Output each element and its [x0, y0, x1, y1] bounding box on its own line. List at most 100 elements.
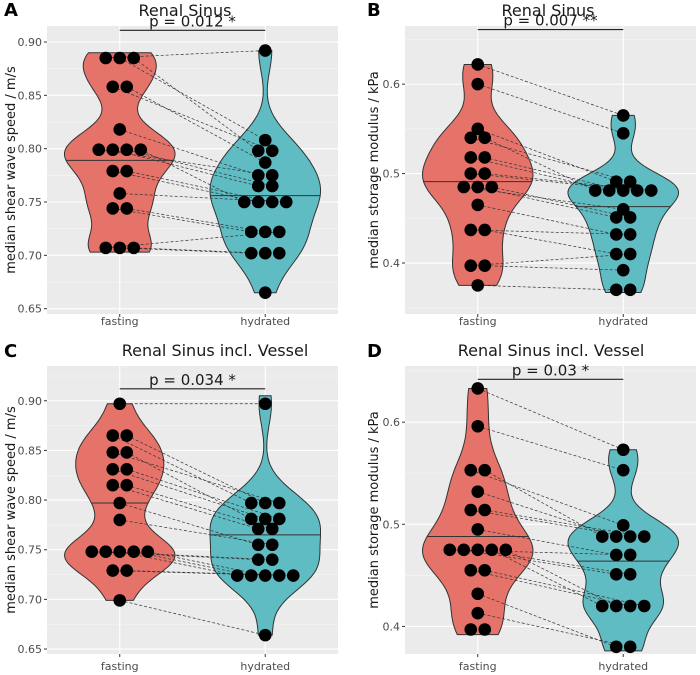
x-tick-label: fasting: [101, 660, 139, 673]
fasting-point: [478, 259, 492, 273]
hydrated-point: [244, 569, 258, 582]
significance-label: p = 0.007 **: [503, 12, 598, 30]
fasting-point: [471, 485, 485, 498]
fasting-point: [99, 545, 113, 559]
hydrated-point: [623, 599, 637, 613]
hydrated-point: [609, 530, 623, 543]
hydrated-point: [616, 519, 630, 532]
hydrated-point: [258, 512, 272, 526]
hydrated-point: [272, 569, 286, 582]
fasting-point: [106, 446, 120, 459]
pair-line: [112, 570, 280, 576]
fasting-point: [464, 623, 478, 636]
hydrated-point: [272, 225, 286, 239]
pair-line: [505, 549, 617, 607]
pair-line: [470, 509, 631, 537]
hydrated-point: [251, 169, 265, 182]
pair-line: [119, 502, 259, 546]
x-tick-label: fasting: [101, 315, 139, 328]
hydrated-point: [230, 569, 244, 582]
fasting-point: [464, 503, 478, 517]
pair-line: [477, 612, 631, 648]
fasting-point: [471, 198, 485, 212]
hydrated-point: [272, 246, 286, 260]
hydrated-point: [609, 228, 623, 241]
pair-lines: [463, 64, 652, 291]
y-tick-label: 0.75: [18, 196, 43, 209]
hydrated-point: [258, 286, 272, 299]
fasting-point: [499, 543, 513, 557]
fasting-point: [106, 564, 120, 577]
fasting-point: [478, 563, 492, 577]
hydrated-point: [609, 175, 623, 188]
fasting-point: [106, 462, 120, 476]
y-tick-label: 0.4: [383, 257, 401, 270]
hydrated-point: [609, 640, 623, 654]
hydrated-point: [265, 538, 279, 552]
hydrated-violin: [567, 449, 680, 652]
fasting-point: [471, 279, 485, 292]
pair-line: [470, 137, 631, 182]
fasting-point: [478, 463, 492, 477]
hydrated-point: [251, 553, 265, 566]
hydrated-point: [623, 211, 637, 224]
pair-line: [119, 129, 259, 176]
hydrated-point: [279, 195, 293, 209]
fasting-point: [120, 446, 134, 459]
fasting-point: [478, 151, 492, 164]
hydrated-point: [258, 225, 272, 239]
fasting-point: [106, 164, 120, 178]
y-tick-label: 0.70: [18, 593, 43, 606]
chart-title: Renal Sinus: [139, 1, 232, 20]
fasting-point: [113, 513, 127, 527]
chart-panel-d: D Renal Sinus incl. Vessel 0.4 0.5 0.6 fastin…: [367, 341, 696, 673]
pair-line: [470, 469, 624, 526]
y-axis-title: median shear wave speed / m/s: [4, 406, 19, 614]
chart-panel-c: C Renal Sinus incl. Vessel 0.65 0.70 0.75 0.8…: [4, 341, 338, 673]
pair-line: [470, 173, 638, 191]
fasting-point: [478, 167, 492, 180]
pair-line: [484, 137, 596, 191]
hydrated-violin: [209, 50, 321, 294]
fasting-point: [120, 478, 134, 492]
hydrated-point: [616, 184, 630, 197]
hydrated-point: [244, 496, 258, 510]
hydrated-point: [616, 443, 630, 457]
chart-title: Renal Sinus incl. Vessel: [458, 341, 645, 360]
chart-panel-a: A Renal Sinus 0.65 0.70 0.75 0.80 0.85 0.90 fast…: [4, 0, 338, 328]
fasting-point: [471, 523, 485, 536]
fasting-point: [106, 202, 120, 215]
pair-line: [477, 83, 624, 134]
chart-panel-b: B Renal Sinus 0.4 0.5 0.6 fasting hydrated medi…: [367, 0, 696, 328]
fasting-violin: [421, 64, 534, 286]
fasting-point: [471, 122, 485, 136]
hydrated-point: [623, 175, 637, 188]
pair-line: [112, 86, 273, 152]
hydrated-point: [623, 568, 637, 581]
pair-line: [119, 57, 266, 141]
fasting-point: [120, 429, 134, 442]
fasting-point: [464, 167, 478, 180]
pair-line: [484, 229, 617, 255]
x-tick-label: fasting: [459, 315, 497, 328]
hydrated-point: [251, 195, 265, 209]
panel-letter: B: [367, 0, 381, 21]
hydrated-point: [588, 184, 602, 197]
pair-line: [477, 425, 624, 471]
fasting-point: [120, 143, 134, 157]
fasting-point: [464, 463, 478, 477]
hydrated-point: [609, 211, 623, 224]
pair-line: [126, 435, 266, 504]
y-tick-label: 0.70: [18, 249, 43, 262]
fasting-point: [99, 51, 113, 65]
hydrated-point: [265, 179, 279, 193]
x-tick-label: hydrated: [598, 660, 648, 673]
hydrated-point: [637, 599, 651, 613]
pair-line: [119, 247, 252, 254]
fasting-point: [106, 80, 120, 94]
fasting-point: [478, 503, 492, 517]
y-tick-label: 0.5: [383, 518, 401, 531]
pair-line: [126, 86, 266, 163]
fasting-point: [127, 241, 141, 255]
